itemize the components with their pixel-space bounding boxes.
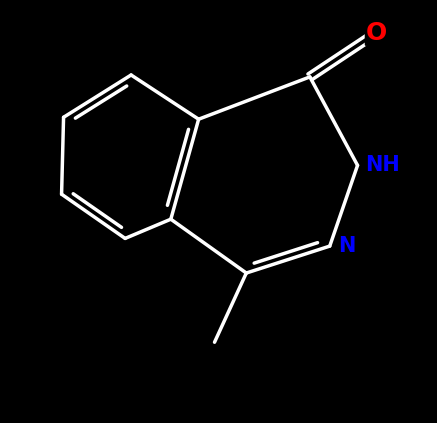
Text: N: N [338,236,355,256]
Text: O: O [366,21,387,45]
Text: NH: NH [365,155,400,176]
